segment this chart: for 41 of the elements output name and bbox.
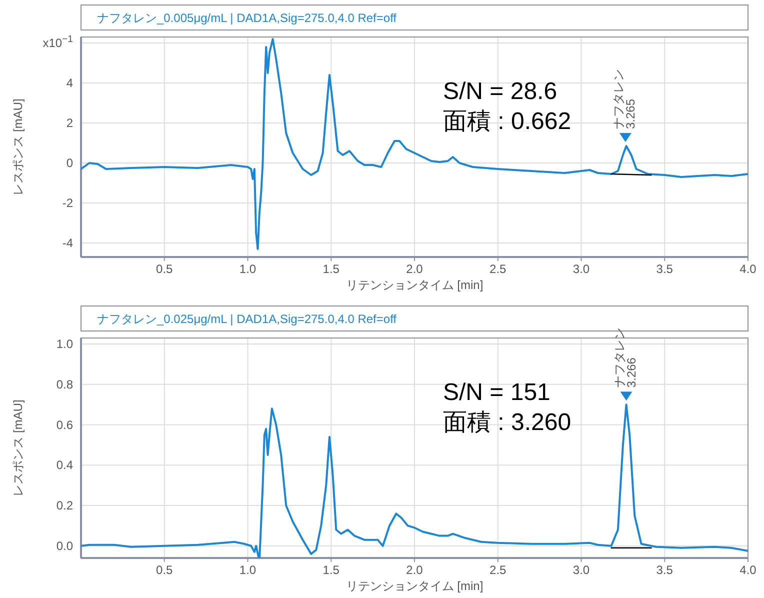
x-tick-label: 2.0	[406, 563, 424, 577]
x-tick-label: 0.5	[156, 563, 174, 577]
y-tick-label: 1.0	[56, 337, 74, 352]
annotation: S/N = 151	[443, 379, 550, 406]
y-tick-label: -2	[62, 196, 74, 210]
annotation: 面積 : 3.260	[443, 409, 572, 436]
y-axis-title: レスポンス [mAU]	[11, 98, 25, 196]
x-axis-title: リテンションタイム [min]	[346, 278, 484, 292]
y-tick-label: 0	[66, 156, 74, 170]
y-tick-label: 0.8	[56, 377, 74, 392]
x-tick-label: 4.0	[740, 262, 757, 276]
x-tick-label: 1.0	[239, 262, 256, 276]
chart-title: ナフタレン_0.005μg/mL | DAD1A,Sig=275.0,4.0 Ref=off	[97, 11, 398, 25]
x-tick-label: 3.0	[572, 563, 590, 577]
x-tick-label: 3.5	[656, 262, 674, 276]
x-tick-label: 4.0	[740, 563, 757, 577]
line-series	[81, 38, 748, 250]
y-tick-label: 2	[66, 116, 74, 130]
x-tick-label: 3.5	[656, 563, 674, 577]
x-tick-label: 2.5	[490, 262, 507, 276]
y-tick-label: 0.6	[56, 418, 74, 432]
y-tick-label: -4	[62, 236, 74, 250]
y-tick-label: 0.0	[56, 538, 74, 553]
x-axis-title: リテンションタイム [min]	[346, 579, 484, 593]
annotation: S/N = 28.6	[443, 78, 558, 105]
annotation: 面積 : 0.662	[443, 108, 572, 135]
y-tick-label: 0.4	[56, 458, 74, 472]
x-tick-label: 2.0	[406, 262, 424, 276]
x-tick-label: 2.5	[490, 563, 507, 577]
y-axis-title: レスポンス [mAU]	[11, 400, 25, 496]
chart-title: ナフタレン_0.025μg/mL | DAD1A,Sig=275.0,4.0 Ref=off	[97, 312, 398, 326]
x-tick-label: 3.0	[572, 262, 590, 276]
y-tick-label: 4	[66, 76, 74, 90]
y-tick-label: 0.2	[56, 498, 74, 513]
x-tick-label: 1.5	[322, 563, 340, 577]
x-tick-label: 0.5	[156, 262, 174, 276]
x-tick-label: 1.5	[322, 262, 340, 276]
annotation: ナフタレン 3.266	[612, 328, 638, 388]
x-tick-label: 1.0	[239, 563, 256, 577]
y-tick-label: x10$^{−1}$	[42, 34, 73, 50]
annotation: ナフタレン 3.265	[611, 69, 638, 129]
